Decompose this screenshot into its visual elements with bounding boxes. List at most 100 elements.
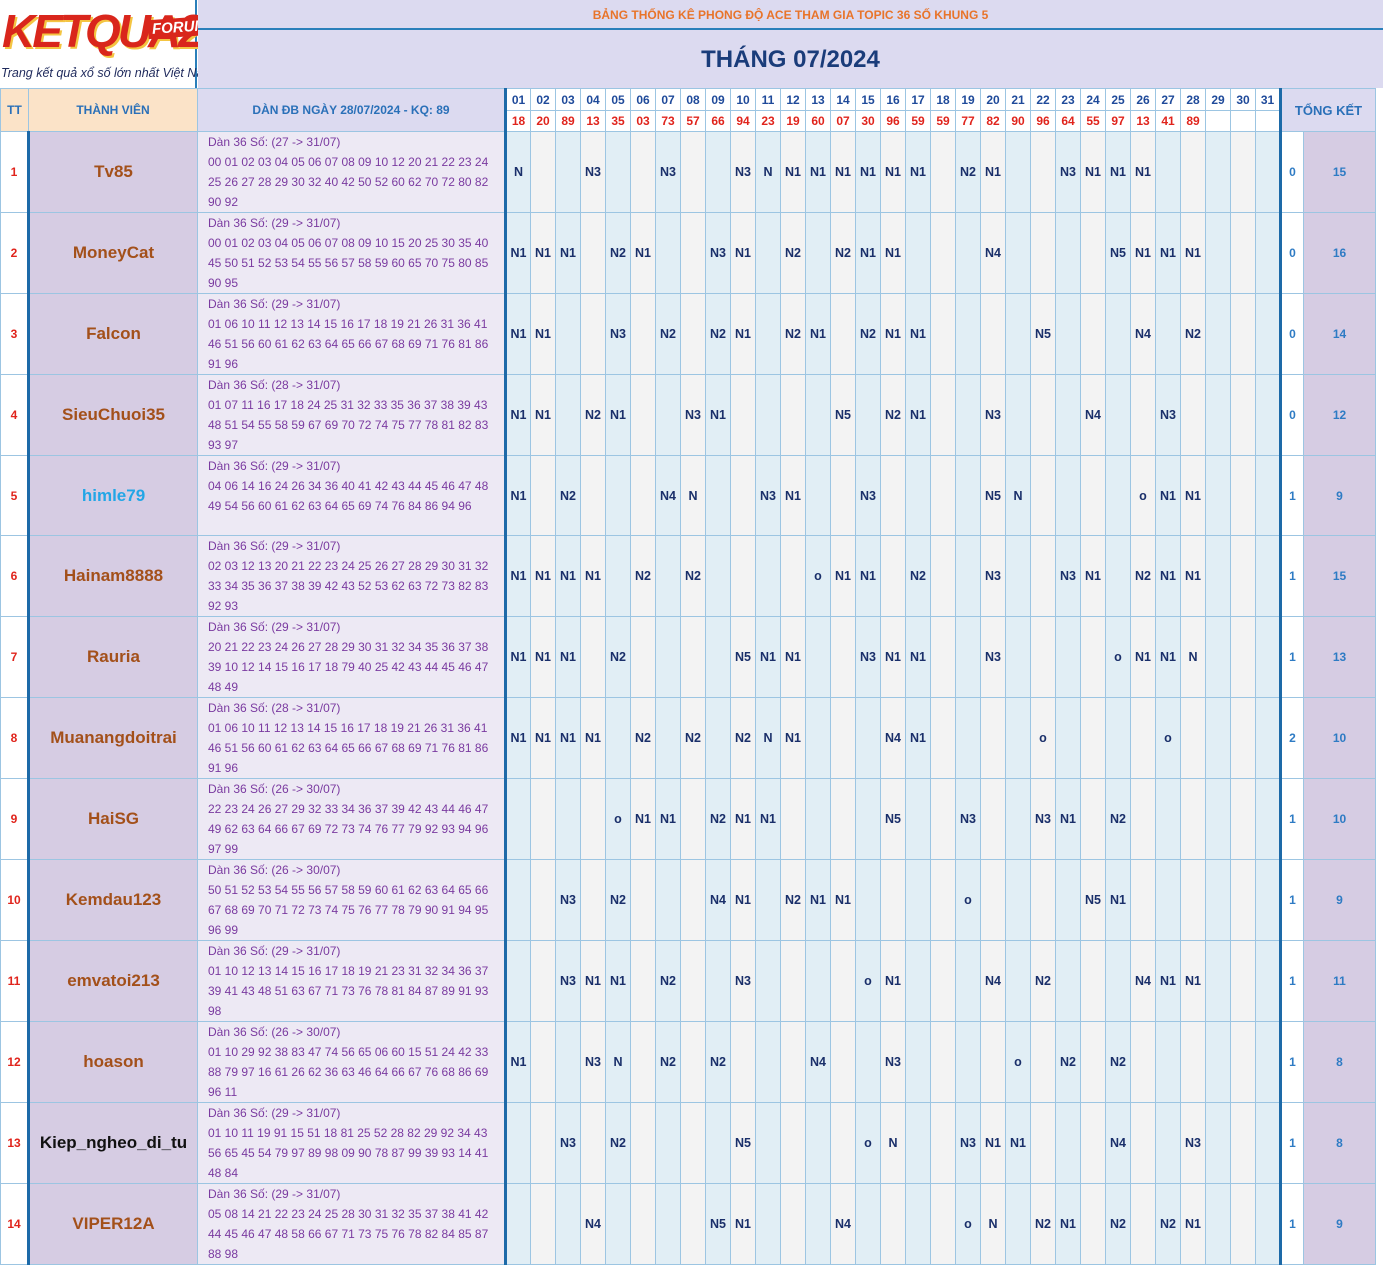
day-header: 02: [530, 88, 556, 111]
day-mark: [1180, 859, 1206, 941]
day-mark: [1230, 455, 1256, 536]
day-mark: o: [955, 1183, 981, 1265]
day-mark: [1205, 535, 1231, 617]
day-mark: [1255, 293, 1281, 375]
day-result: 30: [855, 110, 881, 132]
day-mark: o: [1130, 455, 1156, 536]
member-name[interactable]: Kiep_ngheo_di_tu: [27, 1102, 198, 1184]
day-mark: N1: [730, 859, 756, 941]
day-mark: [605, 1183, 631, 1265]
member-name[interactable]: VIPER12A: [27, 1183, 198, 1265]
lose-count: 1: [1279, 535, 1304, 617]
day-mark: [1205, 374, 1231, 456]
day-result: 73: [655, 110, 681, 132]
day-mark: [1005, 616, 1031, 698]
day-mark: N5: [1030, 293, 1056, 375]
day-mark: [1105, 697, 1131, 779]
member-name[interactable]: Tv85: [27, 131, 198, 213]
day-mark: [1130, 1102, 1156, 1184]
day-mark: [655, 1102, 681, 1184]
day-mark: [1205, 1021, 1231, 1103]
day-mark: N2: [1105, 1183, 1131, 1265]
day-mark: [1055, 859, 1081, 941]
member-name[interactable]: Falcon: [27, 293, 198, 375]
day-mark: [1205, 778, 1231, 860]
member-name[interactable]: MoneyCat: [27, 212, 198, 294]
day-mark: [1180, 778, 1206, 860]
day-mark: [980, 293, 1006, 375]
day-mark: [1080, 940, 1106, 1022]
day-header: 24: [1080, 88, 1106, 111]
day-mark: N3: [1055, 131, 1081, 213]
day-mark: N3: [955, 778, 981, 860]
day-mark: N4: [705, 859, 731, 941]
day-mark: N1: [905, 131, 931, 213]
day-mark: [680, 1021, 706, 1103]
day-mark: N1: [1180, 1183, 1206, 1265]
row-number: 13: [0, 1102, 29, 1184]
total-score: 16: [1302, 212, 1377, 294]
day-mark: [730, 535, 756, 617]
day-result: 03: [630, 110, 656, 132]
day-result: 66: [705, 110, 731, 132]
day-mark: [1130, 859, 1156, 941]
day-mark: [1105, 455, 1131, 536]
day-mark: [930, 455, 956, 536]
day-mark: [1055, 616, 1081, 698]
day-mark: N5: [880, 778, 906, 860]
day-mark: [1080, 293, 1106, 375]
member-name[interactable]: himle79: [27, 455, 198, 536]
day-mark: o: [1030, 697, 1056, 779]
day-mark: N1: [655, 778, 681, 860]
col-header-member: THÀNH VIÊN: [28, 88, 198, 132]
day-header: 16: [880, 88, 906, 111]
member-name[interactable]: emvatoi213: [27, 940, 198, 1022]
day-mark: [680, 131, 706, 213]
day-mark: [780, 535, 806, 617]
row-number: 11: [0, 940, 29, 1022]
lose-count: 1: [1279, 1183, 1304, 1265]
day-mark: [980, 778, 1006, 860]
day-mark: [655, 697, 681, 779]
day-mark: [730, 1021, 756, 1103]
row-number: 8: [0, 697, 29, 779]
dan-cell: Dàn 36 Số: (26 -> 30/07) 50 51 52 53 54 5…: [197, 859, 507, 941]
day-mark: N3: [980, 616, 1006, 698]
member-name[interactable]: Hainam8888: [27, 535, 198, 617]
day-mark: N1: [1105, 859, 1131, 941]
day-mark: [1155, 293, 1181, 375]
day-mark: N1: [755, 778, 781, 860]
day-mark: [955, 697, 981, 779]
dan-numbers: 01 06 10 11 12 13 14 15 16 17 18 19 21 2…: [208, 721, 489, 775]
day-mark: [1080, 455, 1106, 536]
day-mark: [1080, 778, 1106, 860]
day-result: 13: [580, 110, 606, 132]
day-mark: [1130, 697, 1156, 779]
member-name[interactable]: SieuChuoi35: [27, 374, 198, 456]
day-mark: N1: [905, 293, 931, 375]
member-name[interactable]: hoason: [27, 1021, 198, 1103]
day-mark: [730, 374, 756, 456]
day-mark: [680, 1183, 706, 1265]
day-mark: [680, 616, 706, 698]
member-name[interactable]: HaiSG: [27, 778, 198, 860]
dan-numbers: 01 07 11 16 17 18 24 25 31 32 33 35 36 3…: [208, 398, 489, 452]
dan-cell: Dàn 36 Số: (29 -> 31/07) 20 21 22 23 24 2…: [197, 616, 507, 698]
member-name[interactable]: Kemdau123: [27, 859, 198, 941]
day-mark: [1230, 1021, 1256, 1103]
lose-count: 0: [1279, 293, 1304, 375]
day-mark: [805, 1102, 831, 1184]
day-result: 77: [955, 110, 981, 132]
day-mark: [930, 1183, 956, 1265]
site-logo[interactable]: KETQUA2 FORUM Trang kết quả xổ số lớn nh…: [0, 0, 214, 88]
member-name[interactable]: Rauria: [27, 616, 198, 698]
day-mark: N3: [1055, 535, 1081, 617]
member-name[interactable]: Muanangdoitrai: [27, 697, 198, 779]
row-number: 14: [0, 1183, 29, 1265]
day-mark: [880, 535, 906, 617]
dan-numbers: 05 08 14 21 22 23 24 25 28 30 31 32 35 3…: [208, 1207, 489, 1261]
day-mark: [580, 1102, 606, 1184]
day-mark: N2: [1105, 778, 1131, 860]
member-row: 11 emvatoi213 Dàn 36 Số: (29 -> 31/07) 01 1…: [0, 940, 1377, 1022]
day-mark: N1: [905, 697, 931, 779]
